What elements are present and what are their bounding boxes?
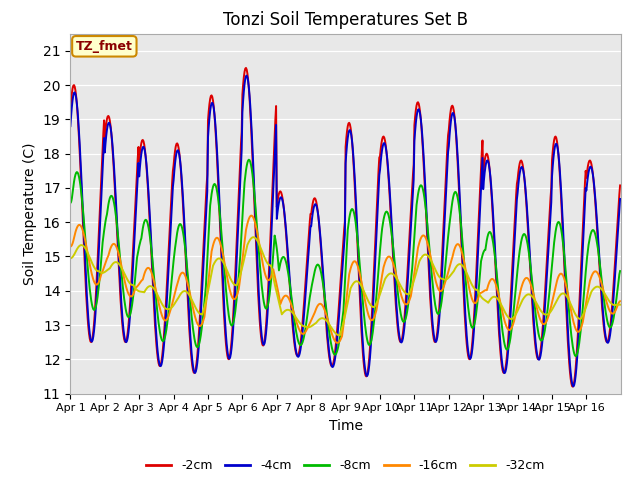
Legend: -2cm, -4cm, -8cm, -16cm, -32cm: -2cm, -4cm, -8cm, -16cm, -32cm (141, 455, 550, 477)
Title: Tonzi Soil Temperatures Set B: Tonzi Soil Temperatures Set B (223, 11, 468, 29)
Y-axis label: Soil Temperature (C): Soil Temperature (C) (24, 143, 37, 285)
Text: TZ_fmet: TZ_fmet (76, 40, 132, 53)
X-axis label: Time: Time (328, 419, 363, 433)
